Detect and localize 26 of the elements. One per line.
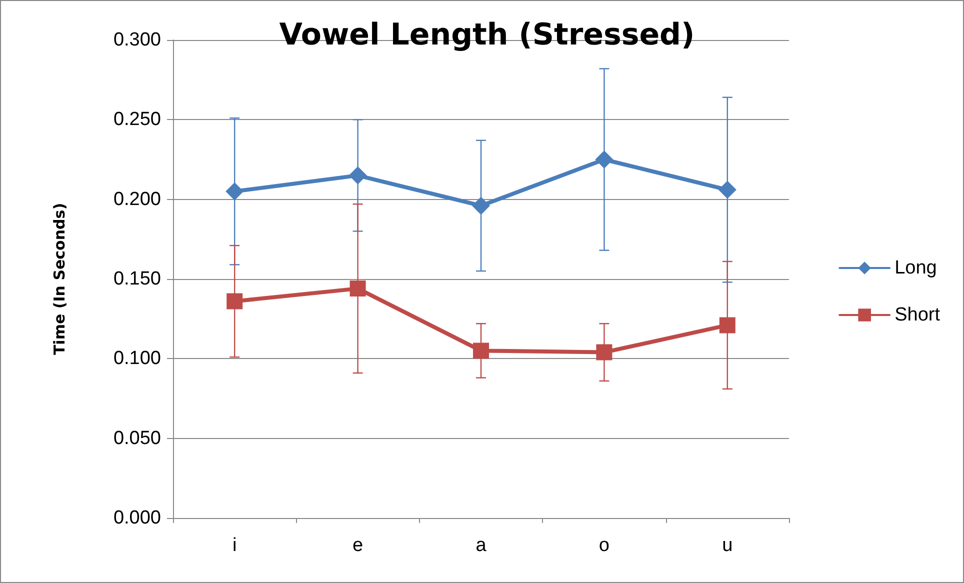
legend-label: Short <box>894 304 941 326</box>
point <box>473 342 489 359</box>
x-tick-label: a <box>476 535 487 556</box>
point <box>350 280 366 297</box>
point <box>472 196 490 215</box>
y-tick-label: 0.000 <box>113 508 161 528</box>
point <box>595 150 614 168</box>
y-tick-label: 0.300 <box>113 30 161 50</box>
chart-title: Vowel Length (Stressed) <box>279 18 695 52</box>
x-tick-label: o <box>598 535 610 556</box>
point <box>596 344 612 360</box>
x-tick-label: e <box>352 535 364 556</box>
point <box>226 182 244 200</box>
point <box>719 317 736 334</box>
y-axis-title: Time (In Seconds) <box>50 202 68 356</box>
point <box>718 180 736 199</box>
y-tick-label: 0.100 <box>113 348 161 370</box>
point <box>348 166 367 184</box>
y-tick-label: 0.050 <box>113 428 161 449</box>
x-tick-label: u <box>722 535 733 556</box>
y-tick-label: 0.150 <box>113 268 161 290</box>
legend-label: Long <box>894 258 937 278</box>
x-tick-label: i <box>232 535 237 556</box>
point <box>226 293 243 310</box>
y-tick-label: 0.250 <box>113 109 161 130</box>
y-tick-label: 0.200 <box>113 188 161 210</box>
